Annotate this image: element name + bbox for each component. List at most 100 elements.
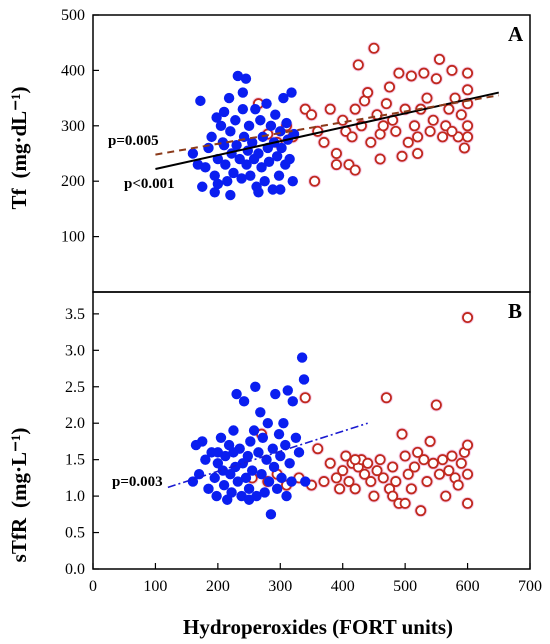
point-blue xyxy=(276,142,287,154)
point-red xyxy=(443,465,455,477)
point-blue xyxy=(211,490,222,502)
point-blue xyxy=(243,120,255,131)
point-red xyxy=(390,125,402,137)
x-tick-label: 0 xyxy=(89,578,97,595)
point-red xyxy=(312,443,324,455)
point-blue xyxy=(271,151,283,162)
point-red xyxy=(371,465,383,477)
point-blue xyxy=(209,472,220,484)
point-blue xyxy=(203,142,214,154)
point-blue xyxy=(273,170,285,181)
point-red xyxy=(380,392,392,404)
point-red xyxy=(427,457,439,469)
point-blue xyxy=(262,418,273,429)
point-red xyxy=(462,312,474,324)
point-red xyxy=(374,454,386,466)
point-blue xyxy=(286,87,297,98)
point-blue xyxy=(200,454,211,465)
y-axis-title-main: sTfR xyxy=(7,517,31,562)
point-red xyxy=(390,476,402,488)
point-blue xyxy=(255,115,266,126)
panel-b: 0.0 0.5 1.0 1.5 2.0 2.5 3.0 3.5 sTfR (mg·L⁻¹) Bp=0… xyxy=(7,291,531,578)
point-blue xyxy=(248,425,260,436)
y-tick-label: 1.0 xyxy=(65,488,85,505)
point-blue xyxy=(238,396,250,407)
point-blue xyxy=(236,173,247,184)
point-blue xyxy=(250,103,261,115)
point-blue xyxy=(265,120,277,131)
point-blue xyxy=(270,109,281,120)
point-red xyxy=(318,476,330,488)
regression-line-dashdot xyxy=(167,422,368,489)
point-blue xyxy=(259,487,270,498)
point-blue xyxy=(300,476,311,487)
point-red xyxy=(433,468,445,480)
point-blue xyxy=(226,487,237,498)
point-blue xyxy=(267,184,278,195)
point-blue xyxy=(281,490,292,502)
point-red xyxy=(368,490,380,502)
point-red xyxy=(334,483,346,495)
point-red xyxy=(433,53,445,65)
point-red xyxy=(337,465,349,477)
point-red xyxy=(462,67,474,79)
point-red xyxy=(462,468,474,480)
point-red xyxy=(368,42,380,54)
point-red xyxy=(437,454,449,466)
point-red xyxy=(318,136,330,148)
point-blue xyxy=(267,443,278,454)
point-red xyxy=(427,114,439,126)
point-blue xyxy=(246,465,258,476)
point-red xyxy=(462,131,474,143)
point-red xyxy=(430,73,442,85)
y-tick-label: 2.5 xyxy=(65,379,85,396)
point-blue xyxy=(259,176,270,187)
point-blue xyxy=(256,469,267,480)
point-blue xyxy=(195,95,206,107)
point-blue xyxy=(275,126,286,137)
point-red xyxy=(330,159,342,171)
p-value-annotation: p=0.005 xyxy=(108,133,159,149)
point-red xyxy=(305,109,317,121)
x-tick-label: 100 xyxy=(143,578,167,595)
point-red xyxy=(424,125,436,137)
point-red xyxy=(299,392,311,404)
point-red xyxy=(446,64,458,76)
p-value-annotation: p<0.001 xyxy=(124,176,175,192)
point-red xyxy=(387,461,399,473)
y-tick-label: 1.5 xyxy=(65,452,85,469)
point-blue xyxy=(223,92,235,104)
point-red xyxy=(399,450,411,462)
point-blue xyxy=(275,184,286,195)
y-tick-label: 0.0 xyxy=(65,561,85,578)
point-blue xyxy=(225,189,236,201)
point-blue xyxy=(263,476,275,487)
point-blue xyxy=(243,494,255,505)
point-blue xyxy=(287,176,298,187)
point-red xyxy=(455,109,467,121)
point-blue xyxy=(209,187,220,198)
y-tick-label: 400 xyxy=(61,62,85,79)
point-red xyxy=(396,150,408,162)
point-blue xyxy=(271,483,283,495)
point-blue xyxy=(265,509,277,520)
x-axis-title: Hydroperoxides (FORT units) xyxy=(183,615,453,639)
point-blue xyxy=(215,120,227,131)
point-blue xyxy=(232,476,244,487)
point-blue xyxy=(242,450,254,462)
point-blue xyxy=(212,458,224,469)
panel-letter: B xyxy=(508,299,522,323)
point-red xyxy=(380,98,392,110)
y-tick-label: 100 xyxy=(61,229,85,246)
point-red xyxy=(458,142,470,154)
x-tick-label: 300 xyxy=(268,578,292,595)
point-blue xyxy=(280,439,291,451)
point-blue xyxy=(263,156,275,168)
point-blue xyxy=(293,447,305,458)
point-red xyxy=(343,476,355,488)
point-red xyxy=(418,67,430,79)
point-blue xyxy=(282,385,293,396)
point-blue xyxy=(278,92,289,104)
point-red xyxy=(387,490,399,502)
